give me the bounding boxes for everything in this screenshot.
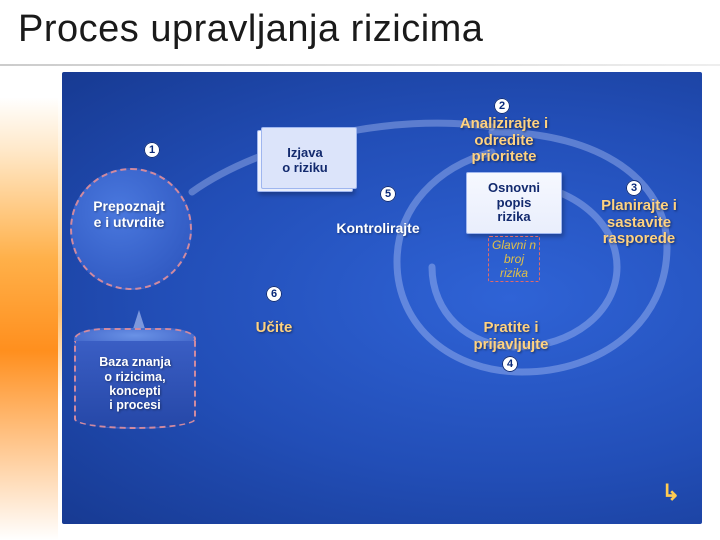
doc-osnovni-wrap: Osnovni popis rizika Glavni n broj rizik…: [466, 172, 562, 282]
label-1: Prepoznajt e i utvrdite: [76, 198, 182, 230]
badge-4: 4: [502, 356, 518, 372]
label-2: Analizirajte i odredite prioritete: [434, 116, 574, 166]
label-5: Kontrolirajte: [318, 220, 438, 236]
doc-izjava: Izjava o riziku: [257, 130, 353, 192]
doc-glavni-dashed: Glavni n broj rizika: [488, 236, 540, 282]
knowledge-cylinder: Baza znanja o rizicima, koncepti i proce…: [74, 328, 192, 429]
cylinder-body: Baza znanja o rizicima, koncepti i proce…: [74, 341, 196, 429]
label-3: Planirajte i sastavite rasporede: [584, 198, 694, 248]
flow-arrows: [62, 72, 702, 524]
badge-3: 3: [626, 180, 642, 196]
label-6: Učite: [234, 320, 314, 337]
badge-6: 6: [266, 286, 282, 302]
badge-5: 5: [380, 186, 396, 202]
doc-osnovni: Osnovni popis rizika: [466, 172, 562, 234]
content-panel: 1 Prepoznajt e i utvrdite Izjava o rizik…: [62, 72, 702, 524]
cylinder-label: Baza znanja o rizicima, koncepti i proce…: [99, 355, 171, 413]
slide: Proces upravljanja rizicima 1 Prepoznajt…: [0, 0, 720, 540]
corner-icon: ↳: [662, 480, 680, 506]
page-title: Proces upravljanja rizicima: [18, 8, 483, 51]
title-underline: [0, 64, 720, 66]
left-accent-bar: [0, 0, 58, 540]
label-4: Pratite i prijavljujte: [456, 320, 566, 353]
badge-2: 2: [494, 98, 510, 114]
badge-1: 1: [144, 142, 160, 158]
